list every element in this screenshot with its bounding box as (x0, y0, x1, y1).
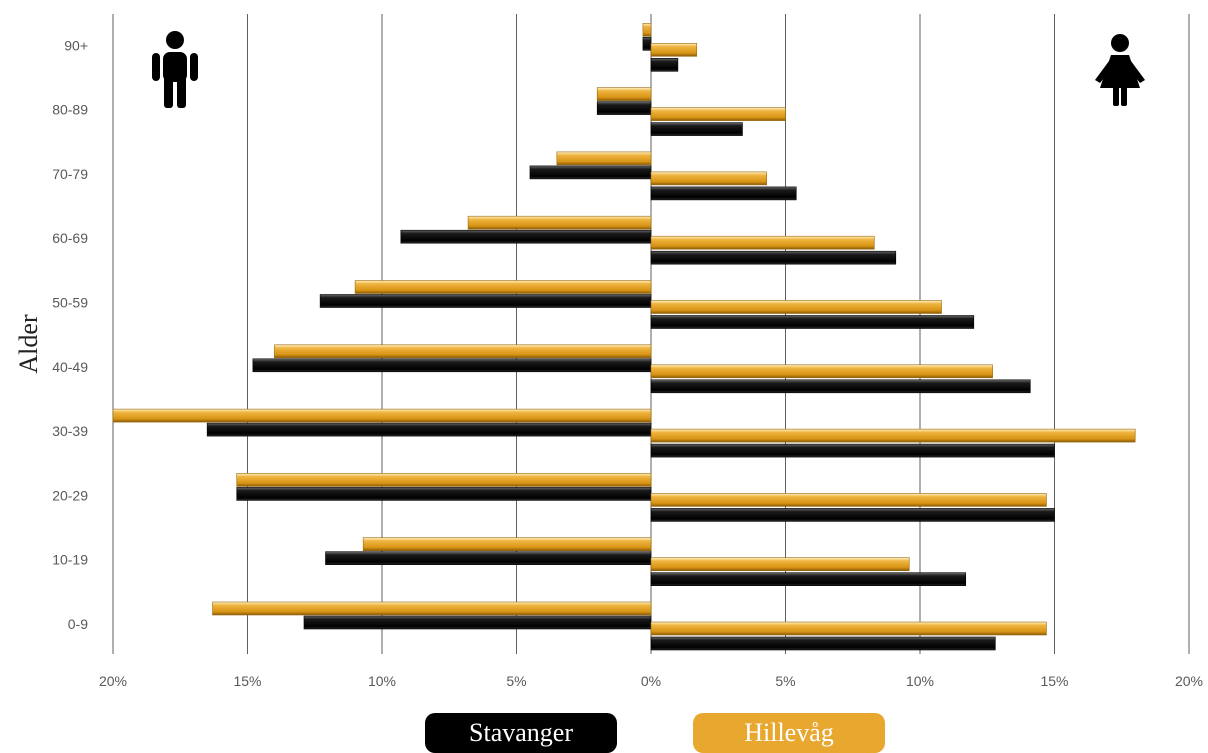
bars (112, 22, 1136, 651)
y-tick-label: 90+ (64, 37, 88, 53)
bar-women-stavanger (650, 250, 897, 265)
y-tick-label: 20-29 (52, 487, 88, 503)
bar-men-stavanger (303, 615, 652, 630)
bar-men-stavanger (400, 229, 652, 244)
bar-men-stavanger (319, 294, 652, 308)
y-tick-label: 80-89 (52, 102, 88, 118)
x-tick-label: 5% (506, 673, 526, 689)
bar-women-stavanger (650, 57, 679, 72)
bar-women-stavanger (650, 122, 743, 136)
y-tick-label: 30-39 (52, 423, 88, 439)
bar-women-hillevag (650, 428, 1136, 443)
bar-men-stavanger (206, 422, 652, 437)
y-tick-label: 10-19 (52, 552, 88, 568)
male-icon (152, 31, 198, 108)
bar-women-hillevag (650, 621, 1047, 636)
bar-men-hillevag (212, 601, 652, 616)
bar-women-stavanger (650, 508, 1055, 522)
bar-women-stavanger (650, 379, 1031, 394)
bar-women-stavanger (650, 443, 1055, 458)
bar-women-hillevag (650, 42, 698, 57)
y-tick-label: 70-79 (52, 166, 88, 182)
bar-women-hillevag (650, 557, 910, 572)
bar-women-stavanger (650, 186, 797, 201)
bar-men-hillevag (642, 22, 652, 37)
bar-women-stavanger (650, 636, 996, 651)
y-tick-label: 60-69 (52, 230, 88, 246)
bar-men-hillevag (467, 215, 652, 230)
bar-women-hillevag (650, 493, 1047, 507)
x-tick-label: 15% (1040, 673, 1068, 689)
y-tick-label: 50-59 (52, 295, 88, 311)
bar-men-hillevag (112, 408, 652, 423)
bar-men-hillevag (236, 473, 652, 487)
bar-men-stavanger (642, 36, 652, 51)
bar-women-hillevag (650, 171, 767, 186)
x-tick-label: 10% (368, 673, 396, 689)
bar-men-stavanger (252, 358, 652, 373)
legend-item-stavanger: Stavanger (425, 713, 617, 753)
y-axis-label: Alder (14, 314, 43, 374)
x-tick-label: 15% (233, 673, 261, 689)
bar-men-hillevag (354, 280, 652, 294)
bar-women-hillevag (650, 235, 875, 250)
x-tick-label: 10% (906, 673, 934, 689)
bar-men-stavanger (529, 165, 652, 180)
bar-men-hillevag (274, 344, 652, 359)
legend-item-hillevag: Hillevåg (693, 713, 885, 753)
female-icon (1095, 34, 1145, 106)
y-tick-label: 0-9 (68, 616, 88, 632)
bar-women-hillevag (650, 364, 993, 379)
x-tick-label: 5% (775, 673, 795, 689)
bar-women-stavanger (650, 572, 967, 587)
tick-labels: 20% 15% 10% 5% 0% 5% 10% 15% 20% 0-9 10-19 20-29 30-… (52, 37, 1203, 689)
x-tick-label: 0% (641, 673, 661, 689)
y-tick-label: 40-49 (52, 359, 88, 375)
bar-women-hillevag (650, 107, 786, 121)
bar-men-stavanger (236, 487, 652, 501)
x-tick-label: 20% (99, 673, 127, 689)
bar-women-stavanger (650, 315, 975, 329)
bar-men-hillevag (556, 151, 652, 166)
bar-women-hillevag (650, 300, 942, 314)
bar-men-stavanger (325, 551, 652, 566)
bar-men-hillevag (596, 87, 652, 101)
bar-men-hillevag (362, 537, 652, 552)
x-tick-label: 20% (1175, 673, 1203, 689)
bar-men-stavanger (596, 101, 652, 115)
